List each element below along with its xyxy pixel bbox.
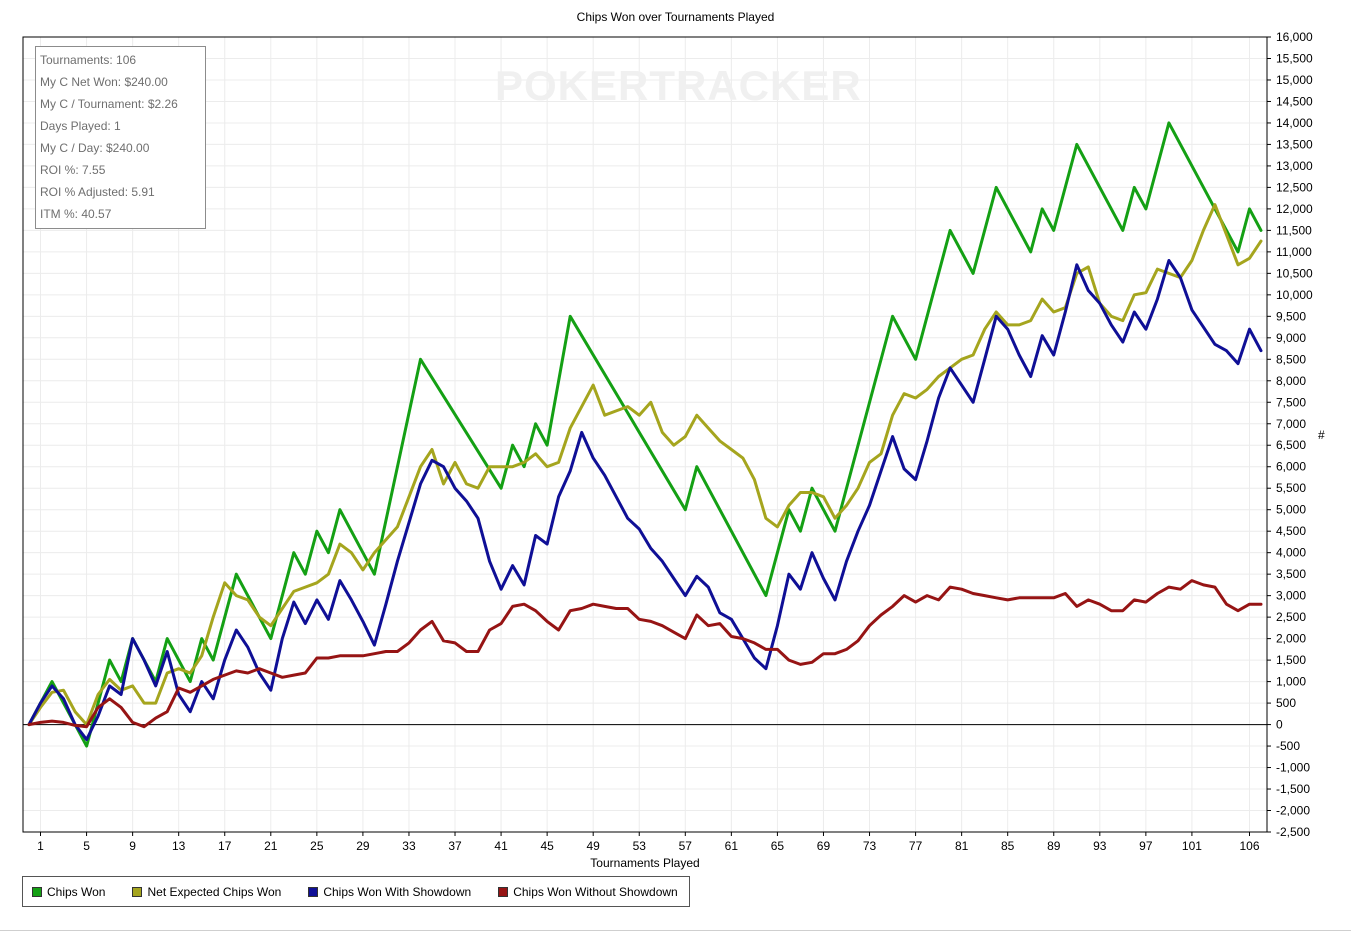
y-tick-label: 3,500 (1276, 567, 1306, 581)
x-tick-label: 81 (955, 839, 969, 853)
x-tick-label: 65 (771, 839, 785, 853)
x-tick-label: 93 (1093, 839, 1107, 853)
y-tick-label: 4,000 (1276, 546, 1306, 560)
x-tick-label: 45 (540, 839, 554, 853)
series-line-chips-won (27, 121, 1263, 748)
y-tick-label: -2,000 (1276, 804, 1310, 818)
x-tick-label: 21 (264, 839, 278, 853)
y-tick-label: 4,500 (1276, 524, 1306, 538)
series-line-chips-won-without-showdown (27, 579, 1263, 729)
y-tick-label: 14,500 (1276, 94, 1313, 108)
y-tick-label: 5,500 (1276, 481, 1306, 495)
y-tick-label: 12,500 (1276, 180, 1313, 194)
stat-tournaments: Tournaments: 106 (40, 53, 137, 67)
plot-area (23, 37, 1267, 832)
stat-net-won: My C Net Won: $240.00 (40, 75, 168, 89)
chart-title: Chips Won over Tournaments Played (576, 10, 775, 24)
x-tick-label: 61 (725, 839, 739, 853)
x-tick-label: 1 (37, 839, 44, 853)
x-tick-label: 77 (909, 839, 923, 853)
stat-per-day: My C / Day: $240.00 (40, 141, 150, 155)
pokertracker-watermark: POKERTRACKER (495, 62, 862, 109)
series-line-chips-won-with-showdown (27, 259, 1263, 742)
y-tick-label: 8,500 (1276, 352, 1306, 366)
legend-swatch (308, 886, 319, 897)
x-tick-label: 57 (679, 839, 693, 853)
y-tick-label: 10,000 (1276, 288, 1313, 302)
y-tick-label: -1,500 (1276, 782, 1310, 796)
x-tick-label: 5 (83, 839, 90, 853)
x-tick-label: 53 (633, 839, 647, 853)
y-tick-label: 12,000 (1276, 202, 1313, 216)
legend-label: Chips Won With Showdown (323, 884, 472, 899)
legend-item-net-expected[interactable]: Net Expected Chips Won (132, 885, 281, 899)
x-tick-label: 41 (494, 839, 508, 853)
legend-swatch (132, 886, 143, 897)
legend-label: Net Expected Chips Won (147, 884, 282, 899)
stat-days-played: Days Played: 1 (40, 119, 121, 133)
x-tick-label: 85 (1001, 839, 1015, 853)
series-line-net-expected-chips-won (27, 203, 1263, 727)
y-axis-label: # (1318, 428, 1325, 442)
legend-label: Chips Won Without Showdown (513, 884, 678, 899)
stats-box: Tournaments: 106 My C Net Won: $240.00 M… (35, 46, 206, 229)
y-tick-label: 7,500 (1276, 395, 1306, 409)
y-tick-label: 13,000 (1276, 159, 1313, 173)
x-tick-label: 17 (218, 839, 232, 853)
y-tick-label: 1,500 (1276, 653, 1306, 667)
x-tick-label: 106 (1239, 839, 1259, 853)
x-tick-label: 49 (587, 839, 601, 853)
y-tick-label: 10,500 (1276, 266, 1313, 280)
y-tick-label: 6,000 (1276, 460, 1306, 474)
stat-itm: ITM %: 40.57 (40, 207, 112, 221)
x-tick-label: 29 (356, 839, 370, 853)
x-tick-label: 69 (817, 839, 831, 853)
stat-roi-adjusted: ROI % Adjusted: 5.91 (40, 185, 155, 199)
x-tick-label: 25 (310, 839, 324, 853)
y-tick-label: 8,000 (1276, 374, 1306, 388)
legend-item-with-showdown[interactable]: Chips Won With Showdown (308, 885, 471, 899)
x-tick-label: 97 (1139, 839, 1153, 853)
legend-item-without-showdown[interactable]: Chips Won Without Showdown (498, 885, 678, 899)
y-tick-label: 14,000 (1276, 116, 1313, 130)
y-tick-label: 500 (1276, 696, 1296, 710)
y-tick-label: 5,000 (1276, 503, 1306, 517)
y-tick-label: 9,000 (1276, 331, 1306, 345)
x-tick-label: 33 (402, 839, 416, 853)
y-tick-label: 15,000 (1276, 73, 1313, 87)
y-tick-label: 15,500 (1276, 51, 1313, 65)
plot-border (22, 36, 1268, 833)
x-tick-label: 37 (448, 839, 462, 853)
y-tick-label: 2,000 (1276, 632, 1306, 646)
x-tick-label: 101 (1182, 839, 1202, 853)
legend-label: Chips Won (47, 884, 106, 899)
stat-roi: ROI %: 7.55 (40, 163, 106, 177)
x-tick-label: 9 (129, 839, 136, 853)
y-tick-label: 9,500 (1276, 309, 1306, 323)
legend: Chips Won Net Expected Chips Won Chips W… (22, 876, 690, 907)
y-tick-label: -2,500 (1276, 825, 1310, 839)
legend-swatch (32, 886, 42, 897)
y-tick-label: -500 (1276, 739, 1300, 753)
y-tick-label: 7,000 (1276, 417, 1306, 431)
y-tick-label: 11,000 (1276, 245, 1312, 259)
y-tick-label: 3,000 (1276, 589, 1306, 603)
y-tick-label: 1,000 (1276, 675, 1306, 689)
y-tick-label: 2,500 (1276, 610, 1306, 624)
window-bottom-border (0, 930, 1351, 931)
stat-per-tournament: My C / Tournament: $2.26 (40, 97, 178, 111)
legend-item-chips-won[interactable]: Chips Won (32, 885, 105, 899)
y-tick-label: -1,000 (1276, 761, 1310, 775)
x-tick-label: 73 (863, 839, 877, 853)
x-tick-label: 13 (172, 839, 186, 853)
y-tick-label: 13,500 (1276, 137, 1313, 151)
y-tick-label: 11,500 (1276, 223, 1312, 237)
legend-swatch (498, 886, 509, 897)
y-tick-label: 16,000 (1276, 30, 1313, 44)
y-tick-label: 6,500 (1276, 438, 1306, 452)
x-axis-label: Tournaments Played (590, 856, 700, 870)
x-tick-label: 89 (1047, 839, 1061, 853)
y-tick-label: 0 (1276, 718, 1283, 732)
